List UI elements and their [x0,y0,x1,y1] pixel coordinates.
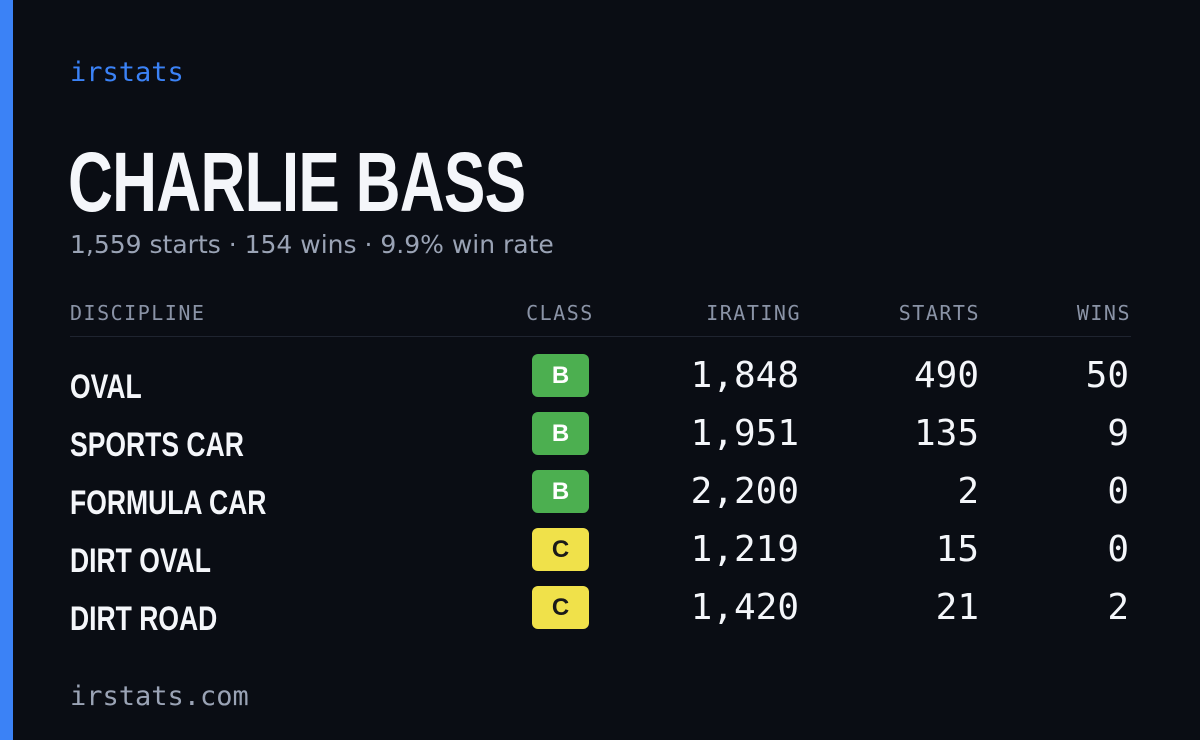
driver-name: CHARLIE BASS [68,135,526,229]
footer-url: irstats.com [70,681,249,712]
class-badge: C [532,586,589,629]
irating-value: 2,200 [690,471,799,512]
irating-value: 1,848 [690,355,799,396]
wins-value: 9 [1107,413,1129,454]
wins-value: 2 [1107,587,1129,628]
table-row: DIRT ROAD C 1,420 21 2 [70,586,1131,644]
wins-value: 0 [1107,471,1129,512]
discipline-name: FORMULA CAR [70,484,267,522]
header-wins: WINS [1076,301,1131,325]
table-row: FORMULA CAR B 2,200 2 0 [70,470,1131,528]
discipline-name: DIRT ROAD [70,600,218,638]
class-badge: B [532,412,589,455]
irating-value: 1,420 [690,587,799,628]
irating-value: 1,951 [690,413,799,454]
header-class: CLASS [526,301,594,325]
class-badge: B [532,354,589,397]
brand-logo-text: irstats [70,57,184,88]
wins-value: 50 [1085,355,1129,396]
header-irating: IRATING [706,301,801,325]
header-starts: STARTS [898,301,980,325]
discipline-name: SPORTS CAR [70,426,244,464]
table-header: DISCIPLINE CLASS IRATING STARTS WINS [70,296,1131,337]
class-badge: B [532,470,589,513]
starts-value: 135 [913,413,979,454]
starts-value: 490 [913,355,979,396]
starts-value: 2 [957,471,979,512]
class-badge: C [532,528,589,571]
driver-summary: 1,559 starts · 154 wins · 9.9% win rate [70,230,554,259]
table-body: OVAL B 1,848 490 50 SPORTS CAR B 1,951 1… [70,337,1131,644]
accent-bar [0,0,13,740]
wins-value: 0 [1107,529,1129,570]
table-row: SPORTS CAR B 1,951 135 9 [70,412,1131,470]
table-row: DIRT OVAL C 1,219 15 0 [70,528,1131,586]
discipline-name: DIRT OVAL [70,542,211,580]
stats-table: DISCIPLINE CLASS IRATING STARTS WINS OVA… [70,296,1131,644]
header-discipline: DISCIPLINE [70,301,206,325]
starts-value: 15 [935,529,979,570]
table-row: OVAL B 1,848 490 50 [70,354,1131,412]
discipline-name: OVAL [70,368,142,406]
starts-value: 21 [935,587,979,628]
irating-value: 1,219 [690,529,799,570]
